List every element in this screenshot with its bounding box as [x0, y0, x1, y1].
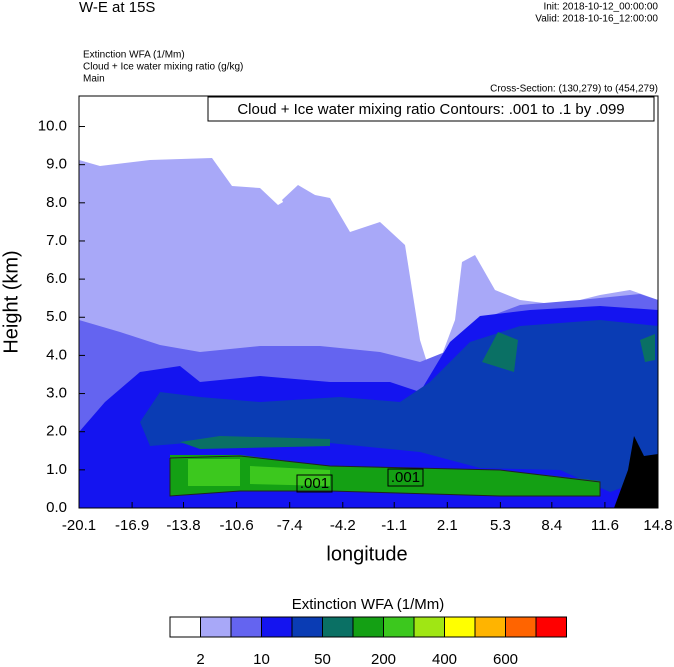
- x-tick-label: 11.6: [591, 517, 619, 534]
- colorbar-box: [261, 616, 293, 638]
- y-tick-label: 6.0: [46, 270, 67, 287]
- x-tick-label: -4.2: [330, 517, 356, 534]
- fill-region: [79, 96, 658, 372]
- contour-label-box: [387, 468, 424, 487]
- terrain: [614, 436, 658, 508]
- y-tick-label: 1.0: [46, 461, 67, 478]
- fill-region: [482, 332, 518, 372]
- x-tick-label: -7.4: [277, 517, 303, 534]
- colorbar-label: 10: [253, 651, 270, 667]
- fill-region: [640, 334, 655, 362]
- colorbar-box: [169, 616, 201, 638]
- colorbar-label: 200: [371, 651, 396, 667]
- field-label: Main: [83, 74, 105, 85]
- colorbar-label: 400: [432, 651, 457, 667]
- fill-region: [282, 185, 315, 218]
- valid-time: Valid: 2018-10-16_12:00:00: [535, 14, 658, 25]
- y-tick-label: 5.0: [46, 308, 67, 325]
- fill-region: [188, 459, 240, 486]
- x-tick-label: 2.1: [437, 517, 458, 534]
- x-tick-label: 14.8: [643, 517, 672, 534]
- contour-label: .001: [300, 475, 329, 492]
- colorbar-box: [200, 616, 232, 638]
- fill-region: [180, 436, 330, 449]
- x-tick-label: 5.3: [490, 517, 511, 534]
- x-tick-label: -13.8: [166, 517, 200, 534]
- contour-line: [169, 455, 601, 497]
- chart-title: W-E at 15S: [79, 0, 155, 16]
- colorbar-label: 600: [493, 651, 518, 667]
- colorbar-box: [383, 616, 415, 638]
- y-tick-label: 7.0: [46, 232, 67, 249]
- y-tick-label: 4.0: [46, 346, 67, 363]
- x-tick-label: -20.1: [62, 517, 96, 534]
- x-axis-label: longitude: [326, 543, 407, 565]
- colorbar-label: 2: [196, 651, 204, 667]
- field-label: Cloud + Ice water mixing ratio (g/kg): [83, 62, 243, 73]
- colorbar-title: Extinction WFA (1/Mm): [292, 596, 445, 613]
- colorbar-box: [413, 616, 445, 638]
- y-tick-label: 2.0: [46, 423, 67, 440]
- contour-label: .001: [391, 469, 420, 486]
- init-time: Init: 2018-10-12_00:00:00: [543, 2, 658, 13]
- contour-note: Cloud + Ice water mixing ratio Contours:…: [237, 101, 624, 118]
- legend-box: [207, 96, 655, 122]
- colorbar-box: [322, 616, 354, 638]
- y-tick-label: 3.0: [46, 385, 67, 402]
- colorbar-label: 50: [314, 651, 331, 667]
- fill-region: [170, 455, 600, 496]
- colorbar-box: [505, 616, 537, 638]
- contour-label-box: [296, 474, 333, 493]
- colorbar-box: [352, 616, 384, 638]
- y-tick-label: 10.0: [38, 117, 67, 134]
- x-tick-label: 8.4: [541, 517, 562, 534]
- plot-area: .001 .001: [79, 96, 658, 508]
- colorbar-box: [444, 616, 476, 638]
- colorbar-box: [474, 616, 506, 638]
- y-tick-label: 9.0: [46, 156, 67, 173]
- y-tick-label: 8.0: [46, 194, 67, 211]
- fill-region: [140, 320, 658, 492]
- plot-frame: [78, 95, 659, 509]
- colorbar-box: [291, 616, 323, 638]
- x-tick-label: -10.6: [220, 517, 254, 534]
- field-label: Extinction WFA (1/Mm): [83, 50, 185, 61]
- fill-region: [250, 466, 330, 486]
- colorbar-box: [230, 616, 262, 638]
- y-axis-label: Height (km): [0, 250, 22, 353]
- y-tick-label: 0.0: [46, 499, 67, 516]
- colorbar-box: [535, 616, 567, 638]
- x-tick-label: -16.9: [115, 517, 149, 534]
- x-tick-label: -1.1: [381, 517, 407, 534]
- cross-section: Cross-Section: (130,279) to (454,279): [490, 84, 658, 95]
